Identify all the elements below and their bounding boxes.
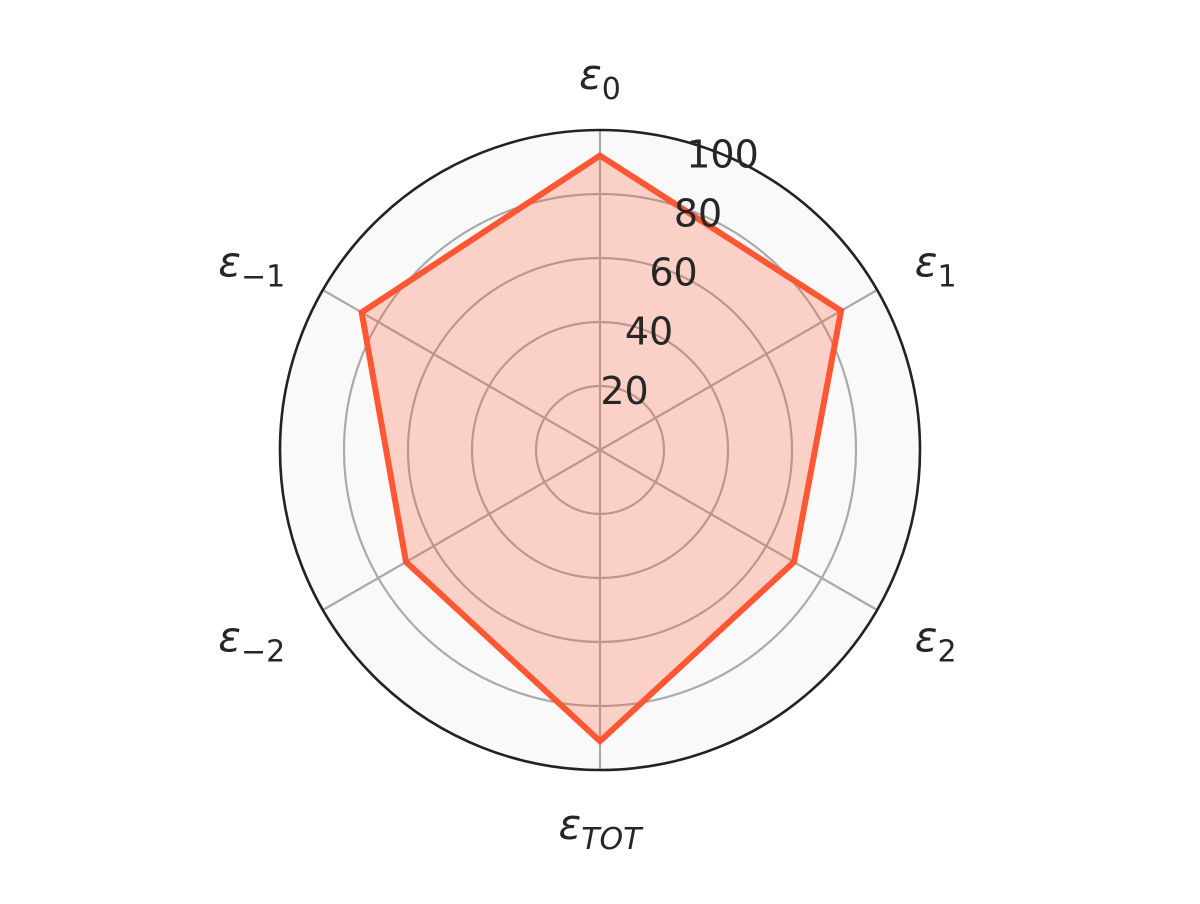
category-label-0: ε0: [579, 50, 621, 107]
radial-tick-40: 40: [625, 310, 673, 354]
category-subscript-0: 0: [602, 72, 621, 107]
category-symbol-5: ε: [218, 238, 241, 287]
radial-tick-100: 100: [686, 132, 759, 176]
category-label-3: εTOT: [559, 800, 645, 857]
category-label-4: ε−2: [218, 613, 285, 670]
radial-tick-20: 20: [600, 369, 648, 413]
category-symbol-1: ε: [915, 238, 938, 287]
radial-tick-80: 80: [674, 192, 722, 236]
category-subscript-3: TOT: [581, 822, 644, 857]
category-subscript-2: 2: [938, 635, 957, 670]
category-symbol-2: ε: [915, 613, 938, 662]
category-subscript-1: 1: [938, 260, 957, 295]
category-subscript-5: −1: [241, 260, 285, 295]
category-label-5: ε−1: [218, 238, 285, 295]
category-symbol-0: ε: [579, 50, 602, 99]
category-label-1: ε1: [915, 238, 957, 295]
category-symbol-4: ε: [218, 613, 241, 662]
category-label-2: ε2: [915, 613, 957, 670]
radial-tick-60: 60: [649, 251, 697, 295]
category-subscript-4: −2: [241, 635, 285, 670]
category-symbol-3: ε: [559, 800, 582, 849]
